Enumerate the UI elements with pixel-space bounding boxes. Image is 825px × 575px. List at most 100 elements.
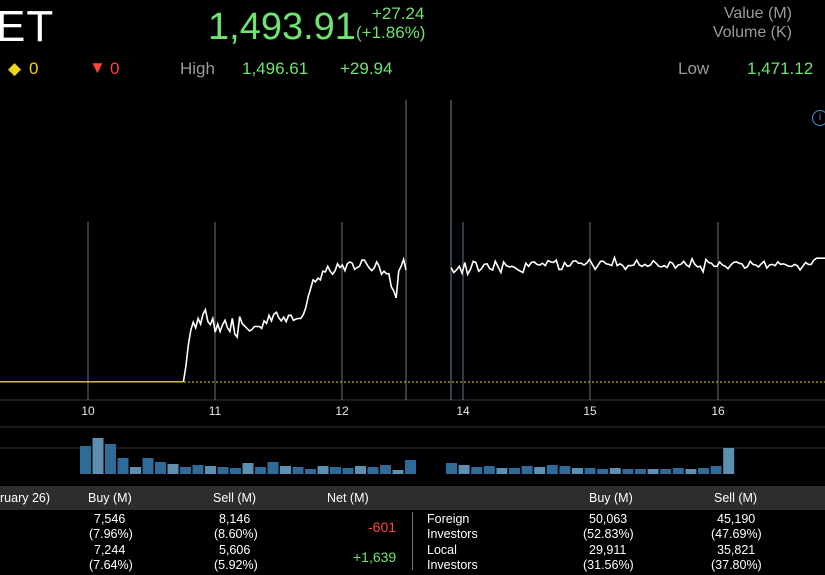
x-tick-label: 16 (711, 404, 725, 418)
volume-bar (155, 462, 166, 474)
volume-bar (242, 463, 254, 474)
row2-net: +1,639 (353, 549, 397, 565)
volume-bar (672, 468, 684, 474)
local-sell: 35,821 (717, 543, 756, 557)
x-tick-label: 14 (456, 404, 470, 418)
row2-sell-pct: (5.92%) (214, 558, 258, 572)
foreign-sell-pct: (47.69%) (711, 527, 762, 541)
volume-bar (534, 467, 546, 474)
volume-bar (267, 462, 279, 474)
local-buy-pct: (31.56%) (583, 558, 634, 572)
volume-bar (192, 465, 204, 474)
symbol-title: ET (0, 2, 55, 51)
right-sell-header: Sell (M) (714, 491, 758, 505)
high-label: High (180, 59, 215, 78)
volume-bar (230, 468, 241, 474)
volume-bar (609, 468, 621, 474)
volume-bar (660, 469, 672, 474)
volume-bar (92, 438, 104, 474)
diamond-icon: ◆ (8, 59, 22, 78)
local-buy: 29,911 (589, 543, 627, 557)
volume-bar (483, 466, 495, 474)
volume-bar (405, 460, 416, 474)
price-line-series (182, 256, 407, 382)
foreign-buy-pct: (52.83%) (583, 527, 634, 541)
volume-bar (330, 467, 341, 474)
volume-bar (471, 467, 483, 474)
legend-volume: Volume (K) (712, 24, 792, 41)
info-icon[interactable]: i (812, 110, 825, 126)
volume-bar (710, 466, 722, 474)
current-price: 1,493.91 (208, 6, 356, 48)
price-change-percent: (+1.86%) (356, 23, 426, 42)
right-buy-header: Buy (M) (589, 491, 633, 505)
volume-bar (80, 446, 91, 474)
buy-header: Buy (M) (88, 491, 132, 505)
volume-bar (117, 458, 129, 474)
volume-bar (446, 463, 457, 474)
volume-bar (392, 470, 404, 474)
down-triangle-icon: ▼ (89, 58, 106, 77)
volume-bar (255, 467, 266, 474)
foreign-buy: 50,063 (589, 512, 628, 526)
x-tick-label: 10 (81, 404, 95, 418)
price-line-series-afternoon (450, 255, 825, 277)
volume-bar (521, 466, 533, 474)
volume-bar (367, 467, 379, 474)
volume-bar (597, 469, 609, 474)
low-value: 1,471.12 (747, 59, 814, 78)
legend-value: Value (M) (723, 5, 792, 22)
volume-bar (180, 467, 191, 474)
volume-bar (167, 464, 179, 474)
volume-bar (509, 468, 520, 474)
row2-sell: 5,606 (219, 543, 251, 557)
row2-buy: 7,244 (94, 543, 126, 557)
price-change: +27.24 (372, 4, 425, 23)
table-divider (412, 512, 413, 570)
volume-bar (458, 465, 470, 474)
foreign-sell: 45,190 (717, 512, 756, 526)
volume-bar (723, 448, 735, 474)
volume-bar (546, 465, 558, 474)
intraday-chart[interactable]: 10 11 12 14 15 16 (0, 0, 825, 486)
local-sell-pct: (37.80%) (711, 558, 762, 572)
foreign-investors-label: Investors (427, 527, 478, 541)
row1-net: -601 (368, 519, 397, 535)
volume-bar (496, 468, 508, 474)
volume-bar (217, 467, 229, 474)
sell-header: Sell (M) (213, 491, 257, 505)
volume-bar (584, 468, 596, 474)
volume-bar (355, 466, 366, 474)
volume-bar (342, 468, 354, 474)
volume-bar (622, 469, 634, 474)
volume-bar (572, 468, 583, 474)
volume-bar (317, 466, 329, 474)
foreign-label: Foreign (427, 512, 470, 526)
x-tick-label: 15 (583, 404, 597, 418)
row1-sell: 8,146 (219, 512, 251, 526)
volume-bar (559, 466, 571, 474)
volume-bar (380, 465, 391, 474)
row1-sell-pct: (8.60%) (214, 527, 258, 541)
volume-bar (205, 466, 216, 474)
volume-bar (305, 469, 316, 474)
high-value: 1,496.61 (242, 59, 309, 78)
volume-bar (105, 444, 116, 474)
x-tick-label: 11 (209, 404, 222, 418)
row2-buy-pct: (7.64%) (89, 558, 133, 572)
local-label: Local (427, 543, 457, 557)
local-investors-label: Investors (427, 558, 478, 572)
table-header-bar (0, 486, 825, 510)
volume-bar (280, 466, 291, 474)
row1-buy: 7,546 (94, 512, 126, 526)
low-label: Low (678, 59, 710, 78)
down-count: 0 (110, 59, 120, 78)
row1-buy-pct: (7.96%) (89, 527, 133, 541)
up-count: 0 (29, 59, 39, 78)
volume-bar (647, 469, 659, 474)
net-header: Net (M) (327, 491, 369, 505)
volume-bar (635, 469, 646, 474)
high-change: +29.94 (340, 59, 393, 78)
table-date-header: ruary 26) (0, 491, 51, 505)
volume-bar (698, 468, 709, 474)
